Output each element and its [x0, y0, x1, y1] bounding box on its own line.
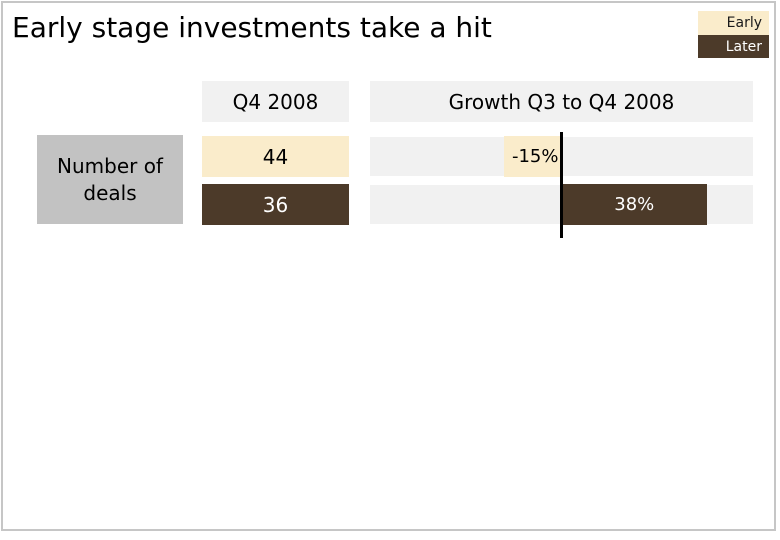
column-header-q4-2008-label: Q4 2008 [232, 89, 319, 114]
value-cell-later-q4: 36 [202, 184, 349, 225]
growth-bar-later-label: 38% [614, 194, 655, 215]
growth-bar-early: -15% [504, 136, 562, 177]
growth-zero-axis-line [560, 132, 563, 238]
legend-label-later: Later [725, 38, 762, 55]
value-early-q4: 44 [262, 144, 289, 169]
growth-bar-later: 38% [561, 184, 708, 225]
page-title: Early stage investments take a hit [12, 11, 492, 44]
column-header-growth: Growth Q3 to Q4 2008 [370, 81, 753, 122]
growth-bar-early-label: -15% [511, 146, 559, 167]
legend-item-early: Early [698, 11, 769, 35]
value-later-q4: 36 [262, 192, 289, 217]
row-label-number-of-deals: Number of deals [37, 135, 183, 224]
value-cell-early-q4: 44 [202, 136, 349, 177]
column-header-q4-2008: Q4 2008 [202, 81, 349, 122]
legend-label-early: Early [726, 15, 762, 31]
legend-item-later: Later [698, 35, 769, 58]
row-label-text: Number of deals [57, 153, 163, 205]
column-header-growth-label: Growth Q3 to Q4 2008 [448, 89, 675, 114]
